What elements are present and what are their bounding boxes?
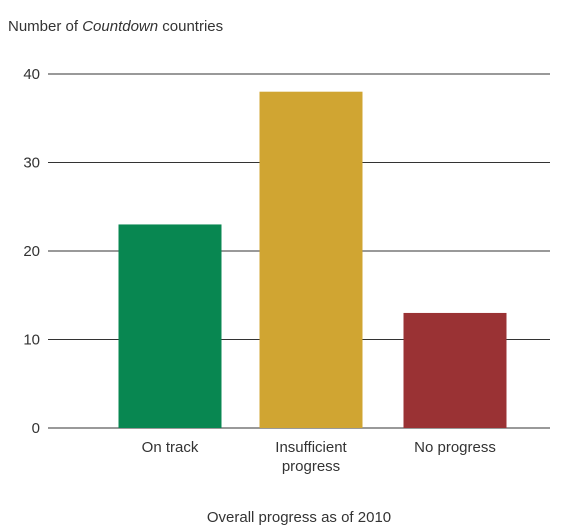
category-label-line: On track bbox=[142, 439, 199, 456]
y-axis-label: Number of Countdown countries bbox=[8, 18, 223, 35]
y-axis-label-suffix: countries bbox=[158, 18, 223, 35]
bars bbox=[118, 91, 507, 428]
y-axis-label-prefix: Number of bbox=[8, 18, 82, 35]
y-tick-label: 10 bbox=[23, 332, 40, 349]
y-tick-label: 40 bbox=[23, 66, 40, 83]
category-label-line: progress bbox=[282, 458, 340, 475]
category-labels: On track Insufficient progress No progress bbox=[142, 439, 496, 475]
category-label: No progress bbox=[414, 439, 496, 456]
x-axis-label: Overall progress as of 2010 bbox=[207, 509, 391, 525]
y-tick-label: 0 bbox=[32, 420, 40, 437]
y-tick-label: 20 bbox=[23, 243, 40, 260]
bar bbox=[118, 224, 222, 428]
y-tick-label: 30 bbox=[23, 155, 40, 172]
category-label: Insufficient progress bbox=[275, 439, 347, 475]
category-label-line: No progress bbox=[414, 439, 496, 456]
bar bbox=[403, 312, 507, 428]
y-axis-label-emphasis: Countdown bbox=[82, 18, 158, 35]
y-tick-labels: 0 10 20 30 40 bbox=[23, 66, 40, 437]
bar bbox=[259, 91, 363, 428]
category-label: On track bbox=[142, 439, 199, 456]
category-label-line: Insufficient bbox=[275, 439, 347, 456]
